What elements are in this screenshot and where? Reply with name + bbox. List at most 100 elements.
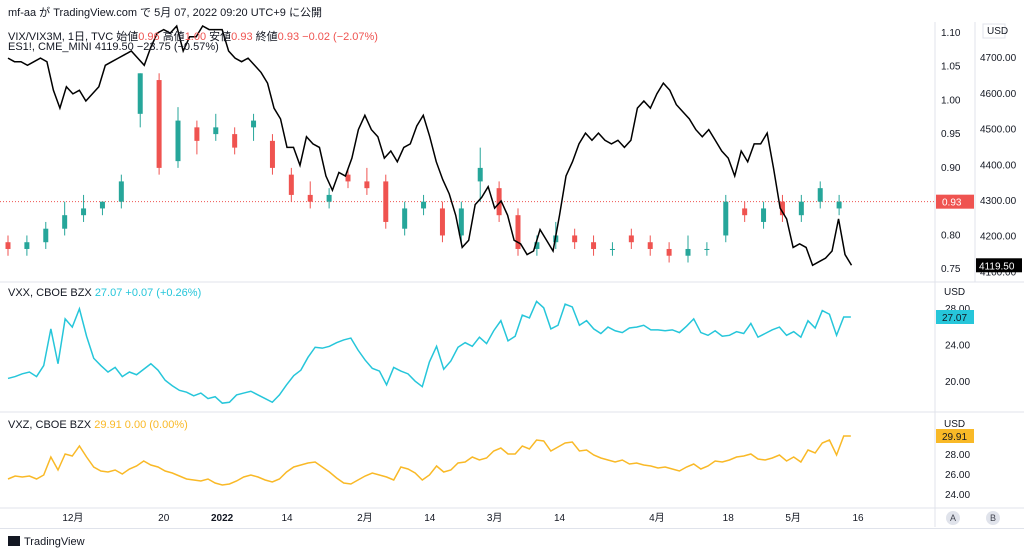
vix-axis-tick-label: 1.10 — [941, 28, 961, 39]
candle-body — [194, 127, 200, 141]
time-axis-label: 14 — [424, 513, 436, 524]
vix-axis-tick-label: 0.90 — [941, 163, 961, 174]
pane1-legend-line1: VIX/VIX3M, 1日, TVC 始値0.96 高値1.00 安値0.93 … — [8, 28, 378, 44]
candle-body — [81, 208, 87, 216]
candle-body — [137, 73, 143, 114]
candle-body — [269, 140, 275, 168]
candle-body — [685, 248, 691, 256]
candle-body — [383, 181, 389, 222]
candle-body — [288, 174, 294, 195]
time-axis-label: 14 — [281, 513, 293, 524]
vxz-value: 29.91 — [94, 419, 122, 431]
candle-body — [628, 235, 634, 243]
tradingview-logo-text: TradingView — [24, 536, 85, 548]
candle-body — [817, 188, 823, 202]
time-axis-label: 2月 — [357, 512, 373, 524]
low-label: 安値 — [209, 31, 232, 43]
vxx-last-label: 27.07 — [942, 313, 967, 324]
candle-body — [439, 208, 445, 236]
close-label: 終値 — [255, 31, 278, 43]
vxx-symbol[interactable]: VXX, CBOE BZX — [8, 287, 92, 299]
vxz-last-label: 29.91 — [942, 432, 967, 443]
vxx-last-label-bg — [936, 310, 974, 324]
vix-last-label: 0.93 — [942, 198, 962, 209]
time-axis-label: 5月 — [785, 512, 801, 524]
vxx-line — [7, 300, 851, 404]
es-axis-tick-label: 4400.00 — [980, 160, 1017, 171]
vxx-currency-label: USD — [944, 287, 965, 298]
candle-body — [156, 80, 162, 168]
candle-body — [5, 242, 11, 249]
vxz-change: 0.00 (0.00%) — [124, 419, 188, 431]
candle-body — [647, 242, 653, 249]
currency-label: USD — [987, 26, 1008, 37]
vix-last-label-bg — [936, 194, 974, 209]
candle-body — [591, 242, 597, 249]
vxz-axis-tick-label: 26.00 — [945, 470, 970, 481]
open-value: 0.96 — [138, 31, 160, 43]
time-axis-label: 16 — [852, 513, 864, 524]
pane1-legend-line2: ES1!, CME_MINI 4119.50 −23.75 (−0.57%) — [8, 41, 219, 53]
es-symbol[interactable]: ES1!, CME_MINI — [8, 41, 92, 53]
es-last-label-bg — [976, 258, 1022, 273]
change-value: −0.02 (−2.07%) — [302, 31, 378, 43]
es-line — [7, 24, 853, 267]
vxx-axis-tick-label: 28.00 — [945, 304, 970, 315]
es-axis-tick-label: 4600.00 — [980, 89, 1017, 100]
pane3-legend: VXZ, CBOE BZX 29.91 0.00 (0.00%) — [8, 419, 188, 431]
time-axis-label: 4月 — [649, 512, 665, 524]
time-axis-label: 2022 — [211, 513, 234, 524]
time-axis-label: 12月 — [62, 512, 83, 524]
footer-bar — [0, 528, 1024, 554]
vxz-axis-tick-label: 24.00 — [945, 490, 970, 501]
vxx-axis-tick-label: 20.00 — [945, 377, 970, 388]
vxz-currency-label: USD — [944, 419, 965, 430]
candle-body — [364, 181, 370, 189]
time-axis-label: 20 — [158, 513, 170, 524]
candle-body — [251, 120, 257, 128]
es-value: 4119.50 — [94, 41, 134, 53]
vix-axis-tick-label: 0.75 — [941, 264, 961, 275]
vix-axis-tick-label: 0.95 — [941, 129, 961, 140]
candle-body — [62, 215, 68, 229]
vix-axis-tick-label: 1.00 — [941, 95, 961, 106]
auto-scale-button[interactable]: A — [946, 511, 960, 525]
vxx-axis-tick-label: 24.00 — [945, 340, 970, 351]
candle-body — [118, 181, 124, 202]
es-axis-tick-label: 4300.00 — [980, 196, 1017, 207]
time-axis-label: 14 — [554, 513, 566, 524]
candle-body — [24, 242, 30, 249]
vxz-symbol[interactable]: VXZ, CBOE BZX — [8, 419, 92, 431]
candle-body — [515, 215, 521, 249]
es-change: −23.75 (−0.57%) — [136, 41, 219, 53]
low-value: 0.93 — [231, 31, 253, 43]
vix-axis-tick-label: 0.80 — [941, 230, 961, 241]
currency-box — [982, 23, 1006, 39]
time-axis-label: 18 — [723, 513, 735, 524]
candle-body — [742, 208, 748, 216]
vxz-axis-tick-label: 28.00 — [945, 450, 970, 461]
candle-body — [836, 201, 842, 209]
open-label: 始値 — [116, 31, 139, 43]
candle-body — [421, 201, 427, 209]
tradingview-logo[interactable]: TradingView — [8, 536, 85, 548]
tradingview-logo-icon — [8, 536, 20, 546]
candle-body — [761, 208, 767, 222]
candle-body — [326, 194, 332, 202]
candle-body — [609, 248, 615, 250]
es-axis-tick-label: 4700.00 — [980, 53, 1017, 64]
candle-body — [402, 208, 408, 229]
es-axis-tick-label: 4200.00 — [980, 232, 1017, 243]
vxx-change: +0.07 (+0.26%) — [125, 287, 202, 299]
vxz-line — [7, 435, 851, 486]
candle-body — [704, 248, 710, 250]
candle-body — [43, 228, 49, 243]
candle-body — [345, 174, 351, 182]
candle-body — [496, 188, 502, 216]
candle-body — [477, 167, 483, 182]
log-scale-button[interactable]: B — [986, 511, 1000, 525]
high-label: 高値 — [162, 31, 185, 43]
pane1-symbol[interactable]: VIX/VIX3M, 1日, TVC — [8, 31, 114, 43]
candle-body — [213, 127, 219, 135]
